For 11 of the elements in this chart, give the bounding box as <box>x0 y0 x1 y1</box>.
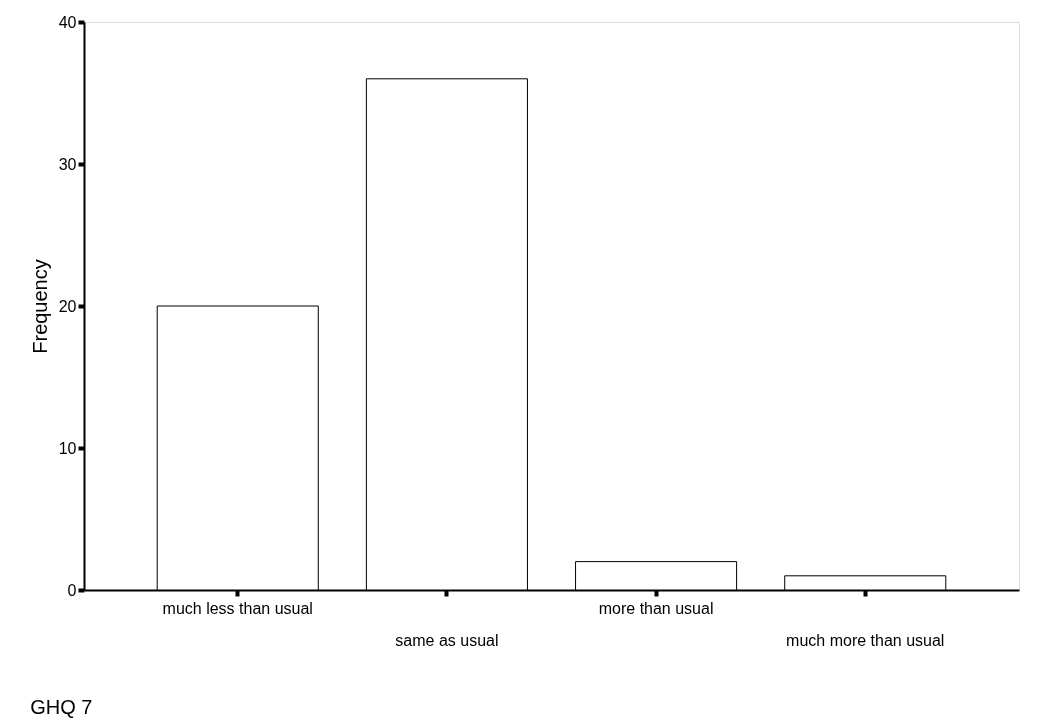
y-tick-label: 0 <box>67 581 77 599</box>
x-tick-label: much more than usual <box>786 631 945 649</box>
y-axis-title: Frequency <box>28 259 51 354</box>
y-tick-label: 10 <box>58 439 77 457</box>
y-tick-label: 40 <box>58 13 77 31</box>
x-tick-label: same as usual <box>395 631 499 649</box>
text: GHQ 7 <box>30 696 93 718</box>
x-tick-label: more than usual <box>598 599 714 617</box>
y-tick-label: 20 <box>58 297 77 315</box>
y-tick-label: 30 <box>58 155 77 173</box>
x-tick-label: much less than usual <box>162 599 313 617</box>
